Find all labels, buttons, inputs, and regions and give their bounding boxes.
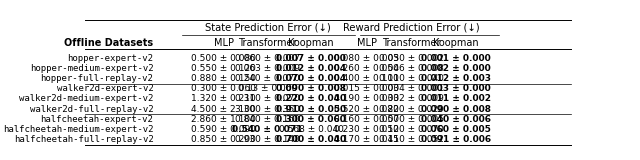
Text: halfcheetah-expert-v2: halfcheetah-expert-v2 bbox=[40, 115, 154, 124]
Text: 0.230 ± 0.050: 0.230 ± 0.050 bbox=[334, 125, 399, 134]
Text: 0.930 ± 0.140: 0.930 ± 0.140 bbox=[235, 135, 300, 144]
Text: 0.063 ± 0.009: 0.063 ± 0.009 bbox=[235, 64, 300, 73]
Text: 0.568 ± 0.040: 0.568 ± 0.040 bbox=[278, 125, 344, 134]
Text: 0.520 ± 0.080: 0.520 ± 0.080 bbox=[334, 105, 399, 114]
Text: 0.310 ± 0.070: 0.310 ± 0.070 bbox=[235, 94, 300, 103]
Text: 0.160 ± 0.050: 0.160 ± 0.050 bbox=[334, 115, 399, 124]
Text: State Prediction Error (↓): State Prediction Error (↓) bbox=[205, 23, 330, 33]
Text: 3.300 ± 0.350: 3.300 ± 0.350 bbox=[235, 105, 300, 114]
Text: 0.090 ± 0.008: 0.090 ± 0.008 bbox=[276, 84, 346, 93]
Text: Transformer: Transformer bbox=[382, 38, 440, 48]
Text: Transformer: Transformer bbox=[238, 38, 297, 48]
Text: 0.910 ± 0.050: 0.910 ± 0.050 bbox=[276, 105, 346, 114]
Text: 0.220 ± 0.040: 0.220 ± 0.040 bbox=[276, 94, 346, 103]
Text: 0.060 ± 0.007: 0.060 ± 0.007 bbox=[235, 53, 300, 63]
Text: 0.120 ± 0.070: 0.120 ± 0.070 bbox=[379, 125, 444, 134]
Text: 1.320 ± 0.210: 1.320 ± 0.210 bbox=[191, 94, 256, 103]
Text: 0.012 ± 0.004: 0.012 ± 0.004 bbox=[276, 64, 346, 73]
Text: 0.840 ± 0.160: 0.840 ± 0.160 bbox=[235, 115, 300, 124]
Text: hopper-expert-v2: hopper-expert-v2 bbox=[67, 53, 154, 63]
Text: Offline Datasets: Offline Datasets bbox=[64, 38, 154, 48]
Text: 0.850 ± 0.200: 0.850 ± 0.200 bbox=[191, 135, 256, 144]
Text: 0.220 ± 0.020: 0.220 ± 0.020 bbox=[379, 105, 444, 114]
Text: 0.170 ± 0.045: 0.170 ± 0.045 bbox=[334, 135, 399, 144]
Text: walker2d-expert-v2: walker2d-expert-v2 bbox=[57, 84, 154, 93]
Text: halfcheetah-full-replay-v2: halfcheetah-full-replay-v2 bbox=[13, 135, 154, 144]
Text: 0.110 ± 0.052: 0.110 ± 0.052 bbox=[379, 135, 444, 144]
Text: 0.590 ± 0.090: 0.590 ± 0.090 bbox=[191, 125, 257, 134]
Text: 0.015 ± 0.003: 0.015 ± 0.003 bbox=[334, 84, 399, 93]
Text: 0.040 ± 0.006: 0.040 ± 0.006 bbox=[421, 115, 491, 124]
Text: 0.032 ± 0.009: 0.032 ± 0.009 bbox=[379, 94, 444, 103]
Text: 0.13 ± 0.060: 0.13 ± 0.060 bbox=[238, 84, 297, 93]
Text: 0.400 ± 0.100: 0.400 ± 0.100 bbox=[334, 74, 399, 83]
Text: walker2d-medium-expert-v2: walker2d-medium-expert-v2 bbox=[19, 94, 154, 103]
Text: halfcheetah-medium-expert-v2: halfcheetah-medium-expert-v2 bbox=[3, 125, 154, 134]
Text: 0.091 ± 0.006: 0.091 ± 0.006 bbox=[421, 135, 491, 144]
Text: 4.500 ± 2.100: 4.500 ± 2.100 bbox=[191, 105, 256, 114]
Text: 0.190 ± 0.030: 0.190 ± 0.030 bbox=[334, 94, 399, 103]
Text: hopper-medium-expert-v2: hopper-medium-expert-v2 bbox=[30, 64, 154, 73]
Text: 0.003 ± 0.000: 0.003 ± 0.000 bbox=[421, 84, 491, 93]
Text: 0.011 ± 0.002: 0.011 ± 0.002 bbox=[421, 94, 491, 103]
Text: MLP: MLP bbox=[356, 38, 377, 48]
Text: 0.260 ± 0.050: 0.260 ± 0.050 bbox=[334, 64, 399, 73]
Text: 0.300 ± 0.060: 0.300 ± 0.060 bbox=[276, 115, 346, 124]
Text: walker2d-full-replay-v2: walker2d-full-replay-v2 bbox=[30, 105, 154, 114]
Text: 0.550 ± 0.120: 0.550 ± 0.120 bbox=[191, 64, 256, 73]
Text: 0.046 ± 0.008: 0.046 ± 0.008 bbox=[379, 64, 444, 73]
Text: 0.500 ± 0.080: 0.500 ± 0.080 bbox=[191, 53, 257, 63]
Text: 0.007 ± 0.000: 0.007 ± 0.000 bbox=[276, 53, 346, 63]
Text: Reward Prediction Error (↓): Reward Prediction Error (↓) bbox=[343, 23, 479, 33]
Text: 0.240 ± 0.070: 0.240 ± 0.070 bbox=[235, 74, 300, 83]
Text: 0.030 ± 0.002: 0.030 ± 0.002 bbox=[379, 53, 444, 63]
Text: 0.060 ± 0.005: 0.060 ± 0.005 bbox=[421, 125, 491, 134]
Text: 0.004 ± 0.001: 0.004 ± 0.001 bbox=[379, 84, 444, 93]
Text: 0.090 ± 0.008: 0.090 ± 0.008 bbox=[421, 105, 491, 114]
Text: 2.860 ± 1.100: 2.860 ± 1.100 bbox=[191, 115, 256, 124]
Text: Koopman: Koopman bbox=[433, 38, 479, 48]
Text: 0.002 ± 0.000: 0.002 ± 0.000 bbox=[421, 64, 491, 73]
Text: 0.001 ± 0.000: 0.001 ± 0.000 bbox=[421, 53, 491, 63]
Text: hopper-full-replay-v2: hopper-full-replay-v2 bbox=[40, 74, 154, 83]
Text: 0.700 ± 0.040: 0.700 ± 0.040 bbox=[276, 135, 346, 144]
Text: 0.012 ± 0.003: 0.012 ± 0.003 bbox=[421, 74, 491, 83]
Text: MLP: MLP bbox=[214, 38, 234, 48]
Text: 0.070 ± 0.005: 0.070 ± 0.005 bbox=[379, 115, 444, 124]
Text: Koopman: Koopman bbox=[289, 38, 334, 48]
Text: 0.070 ± 0.004: 0.070 ± 0.004 bbox=[276, 74, 346, 83]
Text: 0.300 ± 0.060: 0.300 ± 0.060 bbox=[191, 84, 257, 93]
Text: 0.880 ± 0.150: 0.880 ± 0.150 bbox=[191, 74, 257, 83]
Text: 0.110 ± 0.040: 0.110 ± 0.040 bbox=[379, 74, 444, 83]
Text: 0.080 ± 0.005: 0.080 ± 0.005 bbox=[334, 53, 399, 63]
Text: 0.540 ± 0.071: 0.540 ± 0.071 bbox=[232, 125, 303, 134]
